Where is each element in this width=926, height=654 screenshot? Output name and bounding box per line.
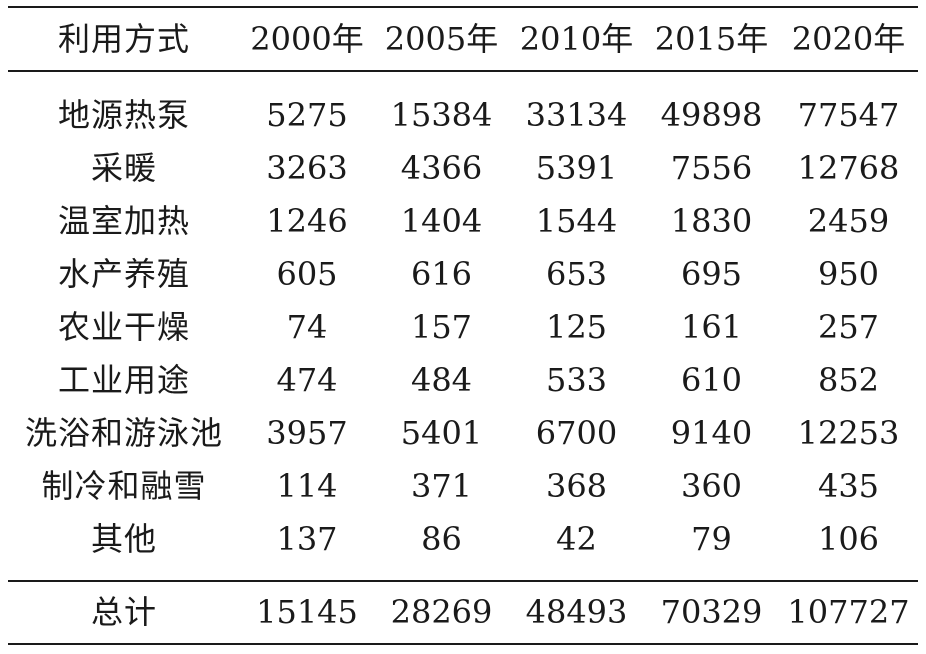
table-cell: 86 [421, 520, 462, 558]
table-row: 洗浴和游泳池 3957 5401 6700 9140 12253 [8, 407, 918, 460]
header-cell-year: 2005年 [384, 20, 499, 58]
table-cell: 9140 [670, 414, 753, 452]
table-cell: 474 [276, 361, 338, 399]
row-label: 水产养殖 [57, 255, 190, 293]
table-cell: 77547 [797, 96, 900, 134]
table-cell: 1544 [535, 202, 618, 240]
header-cell-year: 2010年 [519, 20, 634, 58]
table-cell: 3263 [266, 149, 348, 187]
table-cell: 852 [817, 361, 880, 399]
table-cell: 6700 [535, 414, 618, 452]
table-cell: 3957 [266, 414, 348, 452]
table-cell: 257 [817, 308, 880, 346]
row-label: 其他 [90, 520, 157, 558]
row-label: 温室加热 [57, 202, 190, 240]
header-cell-method: 利用方式 [57, 20, 190, 58]
total-cell: 48493 [525, 593, 628, 631]
table-cell: 157 [410, 308, 473, 346]
table-cell: 106 [817, 520, 880, 558]
table-cell: 114 [276, 467, 338, 505]
data-table: 利用方式 2000年 2005年 2010年 2015年 2020年 地源热泵 … [8, 0, 918, 654]
header-rule [8, 70, 918, 72]
table-cell: 12253 [797, 414, 900, 452]
table-cell: 74 [286, 308, 328, 346]
table-row: 制冷和融雪 114 371 368 360 435 [8, 460, 918, 513]
table-cell: 371 [410, 467, 473, 505]
table-row: 农业干燥 74 157 125 161 257 [8, 301, 918, 354]
top-rule [8, 6, 918, 8]
table-row: 地源热泵 5275 15384 33134 49898 77547 [8, 89, 918, 142]
table-row: 采暖 3263 4366 5391 7556 12768 [8, 142, 918, 195]
table-cell: 137 [276, 520, 338, 558]
table-cell: 42 [556, 520, 597, 558]
row-label: 农业干燥 [57, 308, 190, 346]
table-cell: 360 [680, 467, 743, 505]
table-cell: 368 [545, 467, 608, 505]
table-cell: 605 [276, 255, 338, 293]
row-label: 工业用途 [57, 361, 190, 399]
table-cell: 4366 [400, 149, 483, 187]
total-cell: 70329 [660, 593, 763, 631]
total-cell: 28269 [390, 593, 493, 631]
bottom-rule [8, 643, 918, 645]
table-row: 温室加热 1246 1404 1544 1830 2459 [8, 195, 918, 248]
table-cell: 2459 [807, 202, 890, 240]
row-label: 采暖 [90, 149, 157, 187]
table-row: 其他 137 86 42 79 106 [8, 513, 918, 566]
header-cell-year: 2020年 [791, 20, 906, 58]
table-row: 水产养殖 605 616 653 695 950 [8, 248, 918, 301]
table-cell: 533 [545, 361, 608, 399]
total-label: 总计 [90, 593, 157, 631]
table-cell: 5401 [400, 414, 483, 452]
table-cell: 1830 [670, 202, 753, 240]
table-cell: 15384 [390, 96, 493, 134]
table-cell: 49898 [660, 96, 763, 134]
total-cell: 15145 [256, 593, 358, 631]
table-cell: 5275 [266, 96, 348, 134]
table-cell: 653 [545, 255, 608, 293]
table-cell: 161 [680, 308, 743, 346]
table-cell: 616 [410, 255, 473, 293]
table-cell: 484 [410, 361, 473, 399]
table-cell: 33134 [525, 96, 628, 134]
table-cell: 7556 [670, 149, 753, 187]
header-cell-year: 2000年 [250, 20, 364, 58]
header-row: 利用方式 2000年 2005年 2010年 2015年 2020年 [8, 13, 918, 66]
table-cell: 1246 [266, 202, 348, 240]
total-row: 总计 15145 28269 48493 70329 107727 [8, 586, 918, 639]
row-label: 洗浴和游泳池 [24, 414, 223, 452]
total-rule [8, 580, 918, 582]
table-cell: 1404 [400, 202, 483, 240]
table-cell: 12768 [797, 149, 900, 187]
header-cell-year: 2015年 [654, 20, 769, 58]
total-cell: 107727 [787, 593, 910, 631]
table-cell: 435 [817, 467, 880, 505]
row-label: 地源热泵 [57, 96, 190, 134]
table-cell: 79 [691, 520, 732, 558]
table-cell: 125 [545, 308, 608, 346]
table-row: 工业用途 474 484 533 610 852 [8, 354, 918, 407]
table-cell: 5391 [535, 149, 618, 187]
table-cell: 950 [817, 255, 880, 293]
table-cell: 610 [680, 361, 743, 399]
table-cell: 695 [680, 255, 743, 293]
row-label: 制冷和融雪 [41, 467, 207, 505]
